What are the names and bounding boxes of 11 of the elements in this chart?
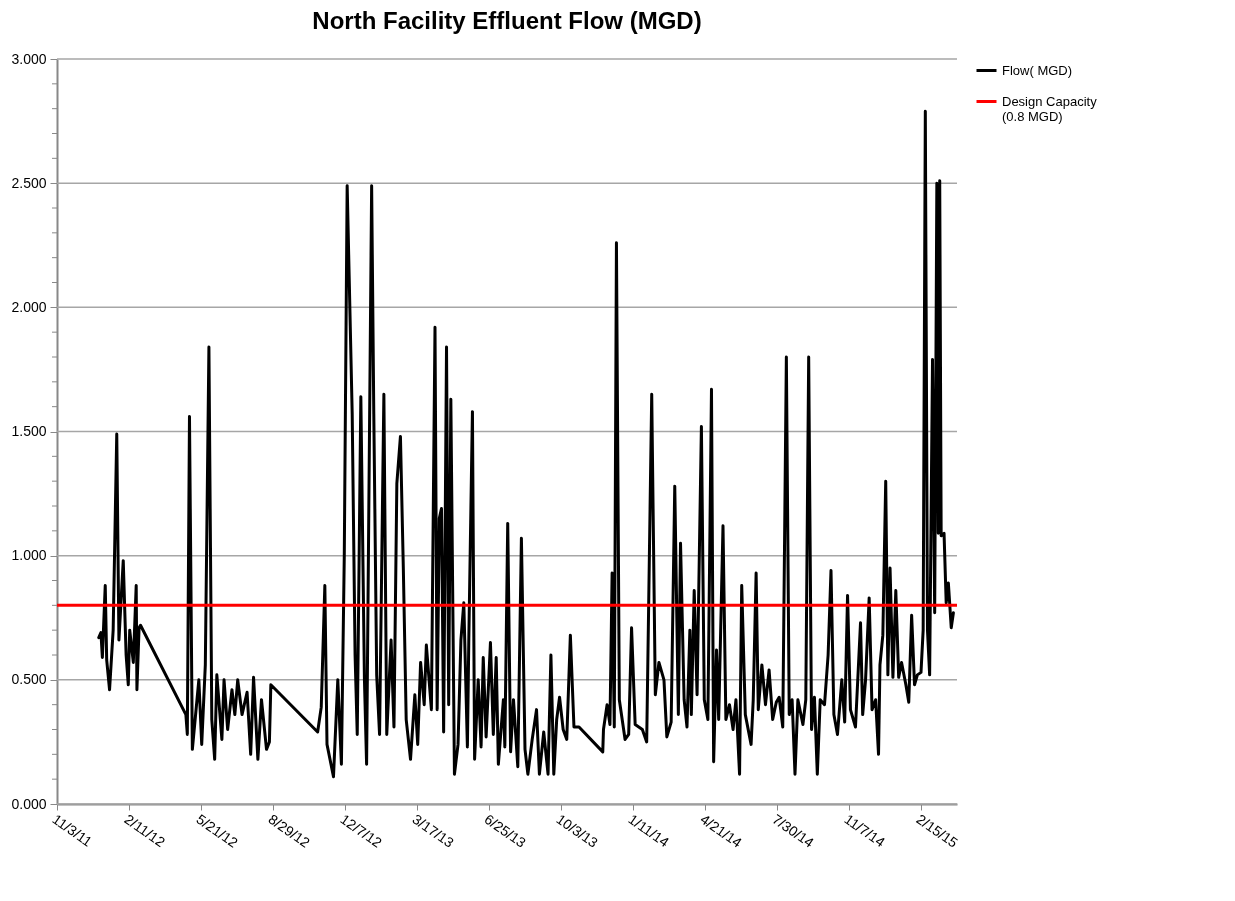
legend-label: Design Capacity (0.8 MGD): [1002, 93, 1098, 124]
y-tick-label: 2.000: [11, 298, 47, 315]
chart-title: North Facility Effluent Flow (MGD): [312, 7, 702, 34]
y-tick-label: 0.000: [11, 795, 47, 812]
y-tick-label: 1.500: [11, 423, 47, 439]
line-series: [97, 109, 955, 779]
legend-label: Flow( MGD): [1002, 62, 1073, 78]
y-tick-label: 0.500: [11, 671, 47, 688]
y-tick-label: 1.000: [11, 547, 47, 564]
y-tick-label: 3.000: [11, 50, 47, 67]
y-tick-label: 2.500: [11, 174, 47, 191]
